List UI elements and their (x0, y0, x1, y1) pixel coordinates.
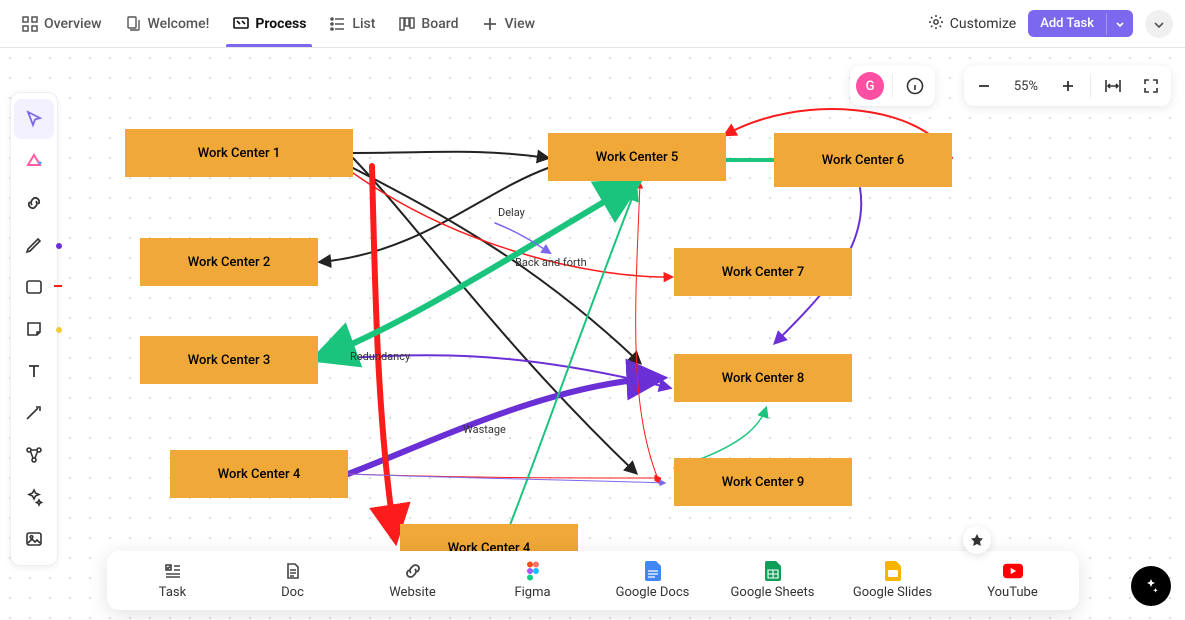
edge-label: Back and forth (515, 256, 587, 269)
edge-label: Redundancy (350, 350, 410, 363)
tab-overview[interactable]: Overview (12, 10, 111, 38)
active-tab-underline (226, 44, 312, 47)
doc-icon (283, 561, 303, 581)
fit-width-button[interactable] (1097, 70, 1129, 102)
board-icon (399, 16, 415, 32)
separator (1090, 74, 1091, 98)
sticky-note-tool[interactable] (14, 309, 54, 349)
pen-tool[interactable] (14, 225, 54, 265)
customize-label: Customize (950, 16, 1016, 32)
left-toolbar (10, 92, 58, 566)
whiteboard-canvas[interactable]: Work Center 1 Work Center 2 Work Center 3 W… (0, 48, 1185, 620)
work-center-node[interactable]: Work Center 2 (140, 238, 318, 286)
doc-copy-icon (125, 16, 141, 32)
insert-label: Task (159, 585, 186, 600)
gear-icon (928, 14, 944, 34)
pointer-tool[interactable] (14, 99, 54, 139)
presence-pill: G (850, 66, 935, 106)
separator (892, 74, 893, 98)
topbar-right: Customize Add Task (928, 10, 1173, 38)
info-button[interactable] (899, 70, 931, 102)
tab-label: Welcome! (147, 16, 209, 32)
insert-task[interactable]: Task (113, 561, 233, 600)
tab-process[interactable]: Process (223, 10, 316, 38)
insert-label: Doc (281, 585, 304, 600)
insert-label: Google Docs (616, 585, 690, 600)
insert-gsheets[interactable]: Google Sheets (713, 561, 833, 600)
add-task-caret[interactable] (1106, 13, 1133, 35)
gslide-icon (883, 561, 903, 581)
tab-label: Board (421, 16, 458, 32)
customize-button[interactable]: Customize (928, 14, 1016, 34)
youtube-icon (1003, 561, 1023, 581)
zoom-in-button[interactable] (1052, 70, 1084, 102)
text-tool[interactable] (14, 351, 54, 391)
link-icon (403, 561, 423, 581)
expand-toggle[interactable] (1145, 10, 1173, 38)
image-tool[interactable] (14, 519, 54, 559)
insert-doc[interactable]: Doc (233, 561, 353, 600)
tab-list[interactable]: List (320, 10, 385, 38)
insert-label: Google Sheets (731, 585, 815, 600)
add-task-button[interactable]: Add Task (1028, 10, 1133, 37)
work-center-node[interactable]: Work Center 5 (548, 133, 726, 181)
insert-label: YouTube (987, 585, 1038, 600)
tab-welcome[interactable]: Welcome! (115, 10, 219, 38)
whiteboard-icon (233, 16, 249, 32)
work-center-node[interactable]: Work Center 1 (125, 129, 353, 177)
add-task-label: Add Task (1028, 10, 1106, 37)
zoom-out-button[interactable] (968, 70, 1000, 102)
tab-add-view[interactable]: View (472, 10, 545, 38)
work-center-node[interactable]: Work Center 4 (170, 450, 348, 498)
insert-gslides[interactable]: Google Slides (833, 561, 953, 600)
list-icon (330, 16, 346, 32)
insert-label: Figma (514, 585, 550, 600)
avatar-initial: G (866, 79, 875, 94)
note-color-indicator (56, 327, 62, 333)
insert-figma[interactable]: Figma (473, 561, 593, 600)
tab-board[interactable]: Board (389, 10, 468, 38)
link-tool[interactable] (14, 183, 54, 223)
view-tabs: Overview Welcome! Process List Board (12, 10, 545, 38)
zoom-controls: 55% (964, 66, 1171, 106)
gdoc-icon (643, 561, 663, 581)
magic-tool[interactable] (14, 477, 54, 517)
top-bar: Overview Welcome! Process List Board (0, 0, 1185, 48)
insert-bar: Task Doc Website Figma Google Docs Googl… (107, 551, 1079, 610)
tab-label: Overview (44, 16, 101, 32)
work-center-node[interactable]: Work Center 7 (674, 248, 852, 296)
fullscreen-button[interactable] (1135, 70, 1167, 102)
edge-label: Wastage (463, 423, 506, 436)
insert-label: Website (389, 585, 436, 600)
grid-icon (22, 16, 38, 32)
insert-gdocs[interactable]: Google Docs (593, 561, 713, 600)
work-center-node[interactable]: Work Center 3 (140, 336, 318, 384)
pen-color-indicator (56, 243, 62, 249)
rect-color-indicator (54, 285, 62, 287)
rectangle-tool[interactable] (14, 267, 54, 307)
connector-tool[interactable] (14, 393, 54, 433)
user-avatar[interactable]: G (856, 72, 884, 100)
plus-icon (482, 16, 498, 32)
pin-button[interactable] (963, 526, 991, 554)
gsheet-icon (763, 561, 783, 581)
figma-icon (523, 561, 543, 581)
insert-website[interactable]: Website (353, 561, 473, 600)
work-center-node[interactable]: Work Center 8 (674, 354, 852, 402)
diagram-tool[interactable] (14, 435, 54, 475)
checklist-icon (163, 561, 183, 581)
insert-label: Google Slides (853, 585, 932, 600)
insert-youtube[interactable]: YouTube (953, 561, 1073, 600)
zoom-level[interactable]: 55% (1006, 79, 1046, 94)
work-center-node[interactable]: Work Center 9 (674, 458, 852, 506)
tab-label: Process (255, 16, 306, 32)
work-center-node[interactable]: Work Center 6 (774, 133, 952, 187)
ai-fab[interactable] (1131, 566, 1171, 606)
tab-label: List (352, 16, 375, 32)
ai-shapes-tool[interactable] (14, 141, 54, 181)
edge-label: Delay (498, 206, 525, 219)
tab-label: View (504, 16, 535, 32)
